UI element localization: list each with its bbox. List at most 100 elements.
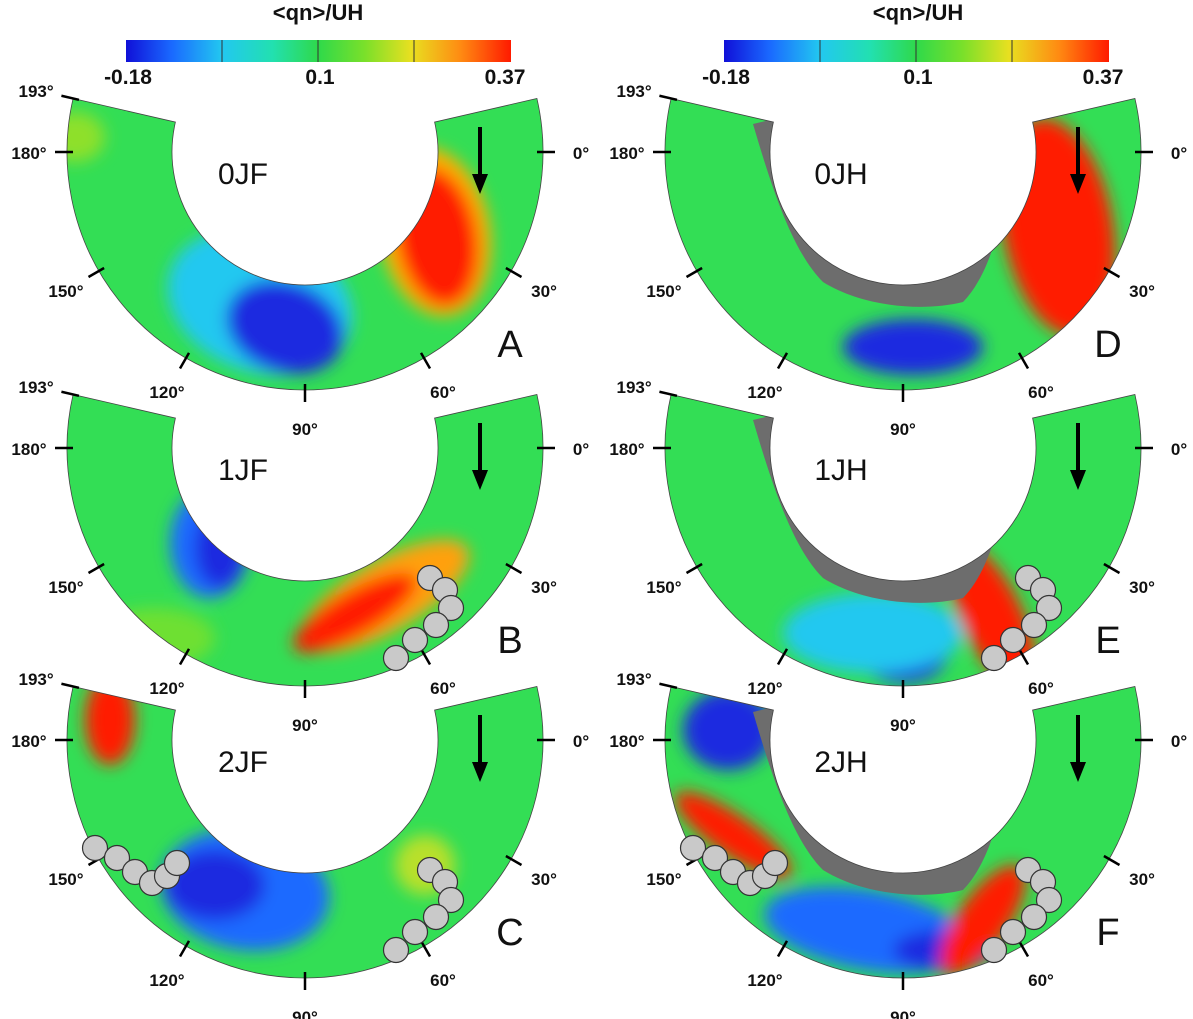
cylinder-marker xyxy=(103,844,131,872)
angle-label-60: 60° xyxy=(1028,971,1054,990)
angle-label-180: 180° xyxy=(11,732,46,751)
colorbar-title-right: <qn>/UH xyxy=(873,0,963,25)
angle-tick-60 xyxy=(1017,352,1030,370)
panel-letter: E xyxy=(1095,620,1120,662)
contour-region xyxy=(940,864,1026,976)
angle-tick-60 xyxy=(419,940,432,958)
colorbar-min-label: -0.18 xyxy=(702,66,750,89)
angle-label-150: 150° xyxy=(646,578,681,597)
angle-tick-30 xyxy=(505,854,523,867)
panels-layer: 193°180°150°120°90°60°30°0°0JFA193°180°1… xyxy=(11,82,1187,1019)
angle-tick-120 xyxy=(178,352,191,370)
angle-tick-193 xyxy=(61,94,80,102)
angle-label-0: 0° xyxy=(1171,144,1187,163)
angle-tick-150 xyxy=(87,562,105,575)
cylinder-marker xyxy=(422,903,450,931)
cylinder-marker xyxy=(1035,886,1063,914)
flow-arrow-icon xyxy=(1070,762,1086,782)
flow-arrow-icon xyxy=(1070,470,1086,490)
angle-tick-120 xyxy=(776,352,789,370)
cylinder-marker xyxy=(999,626,1027,654)
angle-label-180: 180° xyxy=(11,144,46,163)
panel-letter: C xyxy=(496,912,523,954)
angle-label-120: 120° xyxy=(747,679,782,698)
cylinder-marker xyxy=(437,594,465,622)
angle-label-193: 193° xyxy=(18,82,53,101)
sector-outline xyxy=(664,97,1142,391)
angle-tick-193 xyxy=(659,682,678,690)
angle-tick-193 xyxy=(659,94,678,102)
panel-letter: B xyxy=(497,620,522,662)
angle-tick-30 xyxy=(1103,562,1121,575)
angle-label-0: 0° xyxy=(573,732,589,751)
angle-label-60: 60° xyxy=(430,679,456,698)
cylinder-marker xyxy=(980,644,1008,672)
angle-tick-150 xyxy=(685,266,703,279)
angle-tick-193 xyxy=(61,390,80,398)
contour-region xyxy=(293,573,417,653)
flow-arrow-icon xyxy=(472,762,488,782)
contour-region xyxy=(843,319,983,375)
panel-d: 193° 180° 150° 120° 90° 60° 30° 0° 0JH D xyxy=(609,82,1187,439)
angle-label-180: 180° xyxy=(11,440,46,459)
contour-region xyxy=(85,686,135,765)
angle-label-150: 150° xyxy=(48,578,83,597)
angle-tick-193 xyxy=(61,682,80,690)
angle-label-90: 90° xyxy=(292,1008,318,1019)
cylinder-marker xyxy=(1020,611,1048,639)
angle-label-120: 120° xyxy=(747,383,782,402)
angle-label-193: 193° xyxy=(616,378,651,397)
angle-label-30: 30° xyxy=(1129,282,1155,301)
angle-tick-120 xyxy=(178,648,191,666)
case-label: 1JF xyxy=(218,454,268,487)
cylinder-marker xyxy=(81,834,109,862)
angle-label-90: 90° xyxy=(292,420,318,439)
angle-label-150: 150° xyxy=(48,870,83,889)
colorbar-mid-label: 0.1 xyxy=(903,66,933,89)
case-label: 2JF xyxy=(218,746,268,779)
case-label: 0JF xyxy=(218,158,268,191)
contour-region xyxy=(803,98,883,172)
angle-tick-150 xyxy=(87,266,105,279)
cylinder-marker xyxy=(761,849,789,877)
angle-label-60: 60° xyxy=(1028,383,1054,402)
angle-label-120: 120° xyxy=(747,971,782,990)
angle-tick-30 xyxy=(505,266,523,279)
angle-label-193: 193° xyxy=(18,378,53,397)
panel-letter: F xyxy=(1096,912,1119,954)
contour-region xyxy=(66,112,105,162)
angle-tick-30 xyxy=(505,562,523,575)
angle-label-0: 0° xyxy=(1171,732,1187,751)
angle-label-0: 0° xyxy=(573,440,589,459)
angle-label-193: 193° xyxy=(18,670,53,689)
sector-outline xyxy=(66,685,544,979)
cylinder-marker xyxy=(980,936,1008,964)
angle-label-60: 60° xyxy=(430,383,456,402)
cylinder-marker xyxy=(422,611,450,639)
cylinder-marker xyxy=(382,644,410,672)
colorbar-mid-label: 0.1 xyxy=(305,66,335,89)
angle-tick-30 xyxy=(1103,854,1121,867)
angle-label-150: 150° xyxy=(646,282,681,301)
contour-region xyxy=(683,690,773,770)
angle-tick-120 xyxy=(776,940,789,958)
angle-label-30: 30° xyxy=(1129,870,1155,889)
sector-outline xyxy=(66,393,544,687)
field-background xyxy=(665,98,1141,390)
flow-arrow-icon xyxy=(472,470,488,490)
angle-label-60: 60° xyxy=(430,971,456,990)
angle-label-120: 120° xyxy=(149,971,184,990)
panel-b: 193° 180° 150° 120° 90° 60° 30° 0° 1JF B xyxy=(11,378,589,735)
cylinder-marker xyxy=(1035,594,1063,622)
angle-label-0: 0° xyxy=(1171,440,1187,459)
panel-letter: D xyxy=(1094,324,1121,366)
angle-label-30: 30° xyxy=(531,282,557,301)
angle-label-120: 120° xyxy=(149,679,184,698)
angle-label-193: 193° xyxy=(616,82,651,101)
flow-arrow-icon xyxy=(472,174,488,194)
angle-tick-60 xyxy=(419,648,432,666)
sector-outline xyxy=(66,97,544,391)
colorbar-max-label: 0.37 xyxy=(485,66,526,89)
cylinder-marker xyxy=(701,844,729,872)
